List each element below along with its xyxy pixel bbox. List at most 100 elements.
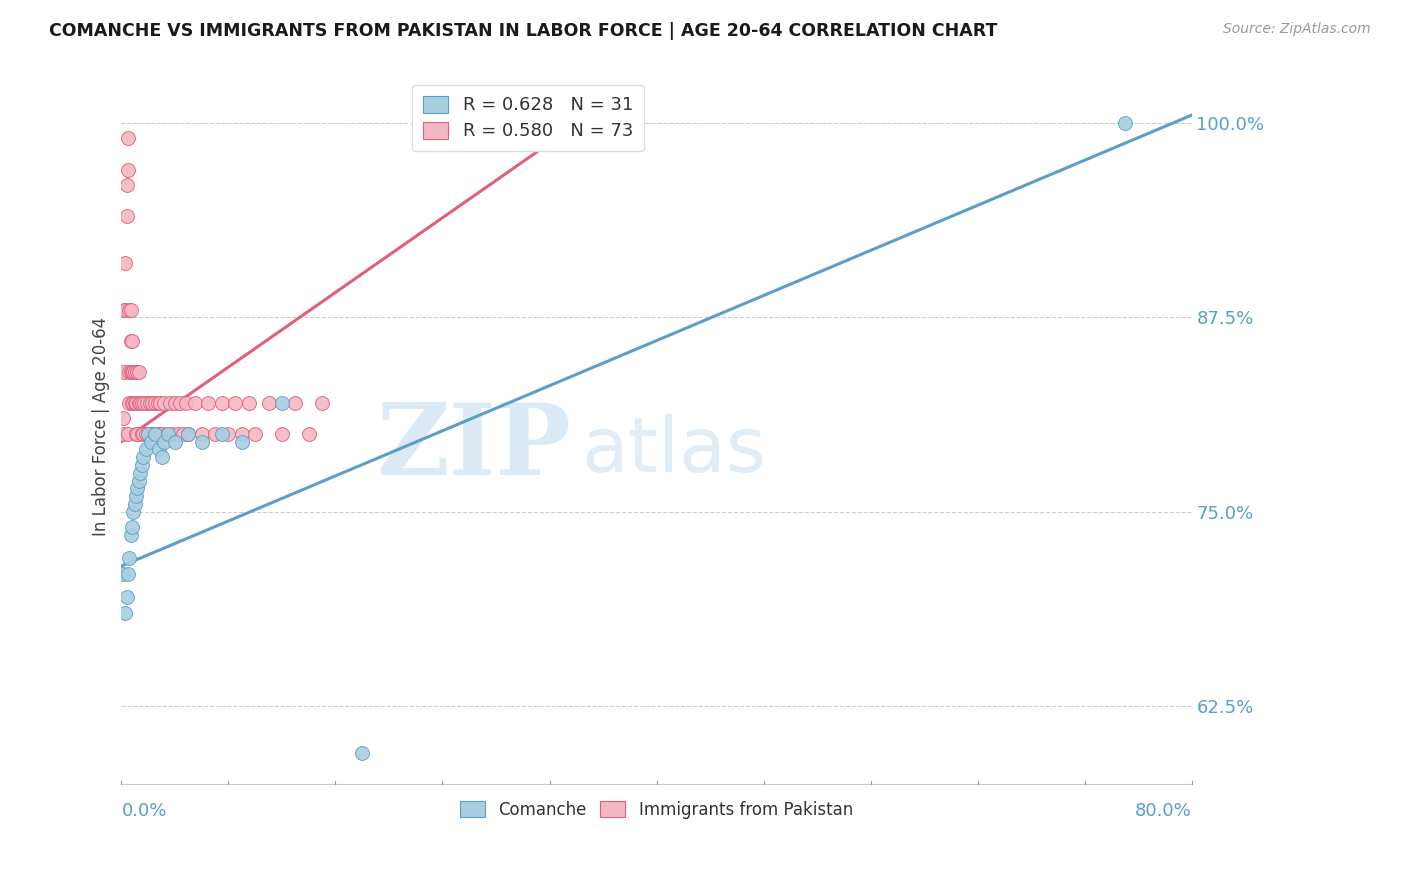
- Point: [271, 396, 294, 410]
- Point: [120, 365, 142, 379]
- Point: [174, 396, 197, 410]
- Point: [184, 396, 207, 410]
- Point: [115, 178, 138, 193]
- Point: [131, 396, 153, 410]
- Point: [211, 396, 233, 410]
- Point: [163, 396, 186, 410]
- Point: [257, 396, 280, 410]
- Point: [115, 590, 138, 604]
- Point: [172, 426, 194, 441]
- Point: [124, 396, 146, 410]
- Text: Source: ZipAtlas.com: Source: ZipAtlas.com: [1223, 22, 1371, 37]
- Text: 0.0%: 0.0%: [121, 803, 167, 821]
- Point: [134, 442, 156, 457]
- Point: [139, 426, 162, 441]
- Point: [141, 396, 163, 410]
- Point: [298, 426, 321, 441]
- Point: [114, 302, 136, 317]
- Point: [150, 450, 173, 465]
- Point: [352, 746, 374, 760]
- Point: [271, 426, 294, 441]
- Point: [118, 551, 141, 566]
- Point: [118, 396, 141, 410]
- Point: [121, 365, 143, 379]
- Point: [118, 365, 141, 379]
- Point: [127, 481, 149, 495]
- Point: [121, 520, 143, 534]
- Point: [163, 434, 186, 449]
- Point: [153, 396, 176, 410]
- Point: [162, 426, 184, 441]
- Point: [112, 365, 135, 379]
- Point: [117, 162, 139, 177]
- Point: [125, 396, 148, 410]
- Point: [114, 256, 136, 270]
- Point: [177, 426, 200, 441]
- Point: [127, 365, 149, 379]
- Point: [117, 426, 139, 441]
- Point: [136, 426, 159, 441]
- Point: [122, 396, 145, 410]
- Point: [121, 334, 143, 348]
- Point: [122, 505, 145, 519]
- Point: [131, 426, 153, 441]
- Point: [132, 450, 155, 465]
- Point: [166, 426, 188, 441]
- Point: [149, 396, 172, 410]
- Text: ZIP: ZIP: [375, 399, 571, 496]
- Point: [169, 396, 191, 410]
- Point: [135, 396, 157, 410]
- Point: [120, 302, 142, 317]
- Point: [125, 489, 148, 503]
- Point: [197, 396, 219, 410]
- Point: [118, 302, 141, 317]
- Point: [120, 334, 142, 348]
- Point: [114, 606, 136, 620]
- Point: [127, 426, 149, 441]
- Point: [224, 396, 246, 410]
- Text: 80.0%: 80.0%: [1135, 803, 1192, 821]
- Point: [136, 426, 159, 441]
- Point: [134, 426, 156, 441]
- Point: [124, 497, 146, 511]
- Point: [157, 426, 180, 441]
- Point: [138, 396, 160, 410]
- Point: [150, 426, 173, 441]
- Point: [159, 396, 181, 410]
- Point: [117, 566, 139, 581]
- Point: [132, 426, 155, 441]
- Point: [128, 474, 150, 488]
- Y-axis label: In Labor Force | Age 20-64: In Labor Force | Age 20-64: [93, 317, 110, 536]
- Point: [311, 396, 333, 410]
- Point: [117, 131, 139, 145]
- Point: [145, 426, 167, 441]
- Point: [134, 396, 156, 410]
- Point: [111, 426, 134, 441]
- Legend: Comanche, Immigrants from Pakistan: Comanche, Immigrants from Pakistan: [454, 794, 859, 825]
- Point: [112, 302, 135, 317]
- Point: [231, 434, 253, 449]
- Point: [143, 396, 166, 410]
- Point: [211, 426, 233, 441]
- Point: [139, 434, 162, 449]
- Point: [131, 458, 153, 472]
- Point: [148, 442, 170, 457]
- Point: [129, 396, 152, 410]
- Point: [125, 426, 148, 441]
- Point: [190, 426, 212, 441]
- Point: [148, 426, 170, 441]
- Point: [128, 365, 150, 379]
- Text: atlas: atlas: [582, 414, 766, 488]
- Point: [284, 396, 307, 410]
- Point: [111, 566, 134, 581]
- Point: [129, 466, 152, 480]
- Point: [156, 426, 179, 441]
- Point: [245, 426, 267, 441]
- Point: [124, 365, 146, 379]
- Point: [128, 396, 150, 410]
- Point: [190, 434, 212, 449]
- Point: [121, 396, 143, 410]
- Point: [204, 426, 226, 441]
- Point: [142, 426, 165, 441]
- Point: [122, 365, 145, 379]
